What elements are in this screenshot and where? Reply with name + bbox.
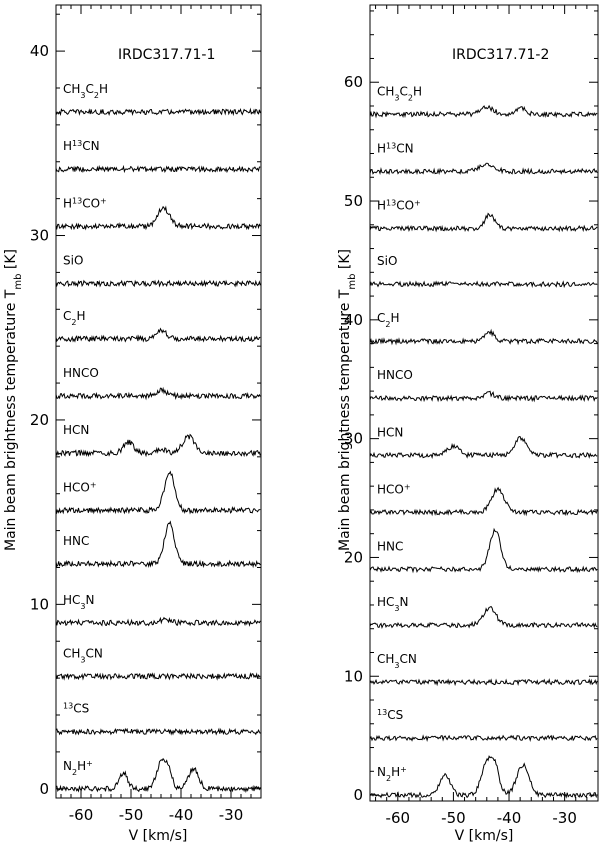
spectrum-label-CH3CN: CH3CN [377, 652, 417, 670]
spectrum-13CS [55, 727, 261, 736]
spectrum-label-HC3N: HC3N [377, 595, 408, 613]
y-axis-label-main-2: Main beam brightness temperature T [337, 289, 353, 551]
y-axis-label-sub-1: mb [13, 274, 24, 290]
spectrum-CH3CN [369, 678, 598, 687]
y-tick-label: 50 [344, 192, 363, 210]
spectrum-N2H+ [369, 755, 598, 799]
x-tick-label: -60 [69, 806, 94, 824]
spectrum-label-C2H: C2H [63, 309, 86, 327]
x-tick-label: -30 [219, 806, 244, 824]
panel-title-1: IRDC317.71-1 [118, 47, 215, 63]
plot-frame-2 [369, 4, 599, 802]
spectrum-label-C2H: C2H [377, 311, 400, 329]
y-tick-label: 10 [30, 595, 49, 613]
spectrum-label-HC3N: HC3N [63, 593, 94, 611]
spectrum-label-H13CN: H13CN [377, 141, 414, 156]
spectrum-label-CH3C2H: CH3C2H [377, 84, 422, 102]
spectrum-label-H13CN: H13CN [63, 139, 100, 154]
spectrum-HCO+ [55, 470, 261, 515]
spectrum-label-HCO+: HCO+ [63, 480, 97, 495]
y-tick-label: 40 [30, 42, 49, 60]
spectrum-label-HCN: HCN [377, 425, 403, 439]
spectrum-CH3C2H [369, 104, 598, 119]
spectrum-HNC [55, 520, 261, 569]
spectrum-N2H+ [56, 757, 261, 793]
y-ticks-2: 0 10 20 30 40 50 60 [344, 10, 598, 804]
y-tick-label: 20 [344, 548, 363, 566]
spectrum-HCN [55, 433, 261, 458]
y-tick-label: 40 [344, 311, 363, 329]
spectrum-label-SiO: SiO [63, 253, 83, 267]
spectrum-label-HCN: HCN [63, 423, 89, 437]
plot-frame-1 [55, 4, 262, 799]
spectrum-label-HNCO: HNCO [377, 368, 413, 382]
panel-1: IRDC317.71-1 0 10 20 30 40 -60 -50 -40 -30 CH3C… [3, 4, 262, 844]
y-tick-label: 20 [30, 411, 49, 429]
spectrum-SiO [369, 280, 598, 289]
spectrum-label-HNC: HNC [377, 539, 403, 553]
x-tick-label: -50 [441, 809, 466, 827]
y-axis-label-sub-2: mb [347, 274, 358, 290]
spectrum-label-13CS: 13CS [377, 708, 403, 723]
spectrum-C2H [369, 328, 598, 346]
x-tick-label: -40 [497, 809, 522, 827]
x-ticks-1: -60 -50 -40 -30 [60, 5, 262, 824]
y-axis-label-2: Main beam brightness temperature Tmb [K] [337, 249, 358, 551]
y-axis-label-1: Main beam brightness temperature Tmb [K] [3, 249, 24, 551]
spectrum-CH3CN [55, 672, 261, 681]
spectrum-H13CO+ [55, 205, 261, 231]
spectrum-HNCO [369, 390, 598, 403]
x-tick-label: -30 [552, 809, 577, 827]
spectrum-13CS [369, 734, 598, 743]
spectrum-label-CH3C2H: CH3C2H [63, 82, 108, 100]
spectrum-label-H13CO+: H13CO+ [63, 196, 107, 211]
spectrum-HNC [369, 527, 598, 574]
x-axis-label-1: V [km/s] [129, 828, 188, 844]
y-tick-label: 30 [344, 430, 363, 448]
spectrum-HC3N [55, 616, 261, 627]
spectrum-HNCO [55, 386, 261, 401]
y-tick-label: 30 [30, 227, 49, 245]
y-tick-label: 10 [344, 667, 363, 685]
y-axis-label-unit-1: [K] [3, 249, 19, 274]
x-tick-label: -50 [119, 806, 144, 824]
spectrum-label-H13CO+: H13CO+ [377, 198, 421, 213]
spectra-1 [55, 107, 261, 793]
x-ticks-2: -60 -50 -40 -30 [375, 5, 599, 827]
spectrum-H13CN [369, 162, 598, 176]
spectrum-label-CH3CN: CH3CN [63, 646, 103, 664]
spectrum-HCN [369, 436, 598, 459]
y-tick-label: 60 [344, 73, 363, 91]
spectrum-label-13CS: 13CS [63, 701, 89, 716]
spectrum-label-N2H+: N2H+ [377, 765, 407, 783]
x-tick-label: -60 [386, 809, 411, 827]
y-tick-label: 0 [353, 786, 363, 804]
spectrum-label-HNC: HNC [63, 534, 89, 548]
y-axis-label-main-1: Main beam brightness temperature T [3, 289, 19, 551]
spectra-2 [369, 104, 598, 799]
x-tick-label: -40 [169, 806, 194, 824]
spectrum-label-SiO: SiO [377, 254, 397, 268]
spectrum-HC3N [369, 605, 598, 630]
spectrum-SiO [55, 279, 261, 288]
spectrum-H13CN [55, 164, 261, 174]
y-tick-label: 0 [39, 780, 49, 798]
spectrum-label-HCO+: HCO+ [377, 482, 411, 497]
x-axis-label-2: V [km/s] [455, 828, 514, 844]
spectrum-label-N2H+: N2H+ [63, 758, 93, 776]
y-ticks-1: 0 10 20 30 40 [30, 13, 261, 798]
spectrum-CH3C2H [55, 107, 261, 117]
spectrum-labels-1: CH3C2H H13CN H13CO+ SiO C2H HNCO HCN HCO+ HNC HC3… [63, 82, 108, 776]
spectrum-C2H [55, 327, 261, 343]
spectrum-H13CO+ [369, 212, 598, 233]
panel-title-2: IRDC317.71-2 [452, 47, 549, 63]
spectrum-HCO+ [369, 486, 598, 517]
spectrum-labels-2: CH3C2H H13CN H13CO+ SiO C2H HNCO HCN HCO+ HNC HC3… [377, 84, 422, 782]
y-axis-label-unit-2: [K] [337, 249, 353, 274]
spectrum-label-HNCO: HNCO [63, 366, 99, 380]
